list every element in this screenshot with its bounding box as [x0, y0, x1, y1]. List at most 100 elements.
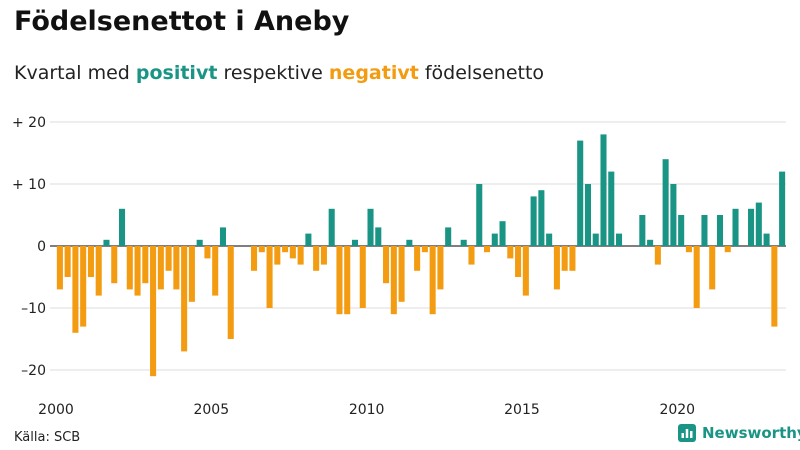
- bar-positive: [351, 239, 359, 246]
- y-tick-label: 0: [37, 239, 46, 255]
- bar-negative: [654, 246, 661, 265]
- bar-positive: [755, 202, 762, 246]
- bar-negative: [553, 246, 560, 290]
- bar-negative: [72, 246, 79, 333]
- y-tick-label: + 20: [12, 115, 46, 131]
- y-tick-label: + 10: [12, 177, 46, 193]
- subtitle-suffix: födelsenetto: [418, 62, 545, 84]
- source-note: Källa: SCB: [14, 430, 81, 445]
- bar-positive: [608, 171, 615, 246]
- bar-positive: [662, 159, 669, 246]
- chart-subtitle: Kvartal med positivt respektive negativt…: [14, 62, 544, 84]
- bar-negative: [297, 246, 304, 265]
- bar-negative: [289, 246, 296, 259]
- bar-negative: [87, 246, 94, 277]
- bar-negative: [569, 246, 576, 271]
- brand-logo[interactable]: Newsworthy: [678, 424, 800, 442]
- x-tick-label: 2015: [504, 402, 540, 418]
- bar-negative: [421, 246, 428, 253]
- bar-negative: [142, 246, 149, 284]
- bar-negative: [134, 246, 141, 296]
- bar-negative: [266, 246, 273, 308]
- bar-negative: [437, 246, 444, 290]
- bar-positive: [639, 215, 646, 246]
- bar-negative: [150, 246, 157, 377]
- bar-positive: [763, 233, 770, 246]
- bar-negative: [173, 246, 180, 290]
- bar-negative: [274, 246, 281, 265]
- bar-negative: [483, 246, 491, 253]
- subtitle-prefix: Kvartal med: [14, 62, 136, 84]
- bar-negative: [414, 246, 421, 271]
- brand-name: Newsworthy: [702, 424, 800, 442]
- bar-positive: [546, 233, 553, 246]
- bar-positive: [219, 227, 226, 246]
- bar-positive: [577, 140, 584, 246]
- bar-positive: [584, 184, 591, 246]
- bar-negative: [390, 246, 397, 315]
- bar-positive: [305, 233, 312, 246]
- newsworthy-logo-icon: [678, 424, 696, 442]
- bar-positive: [616, 233, 623, 246]
- bar-positive: [328, 208, 335, 246]
- bar-negative: [468, 246, 475, 265]
- bar-negative: [188, 246, 195, 302]
- bar-negative: [157, 246, 164, 290]
- bar-negative: [95, 246, 102, 296]
- bar-negative: [359, 246, 366, 308]
- bar-negative: [336, 246, 343, 315]
- x-tick-label: 2000: [38, 402, 74, 418]
- bar-negative: [522, 246, 529, 296]
- bar-negative: [515, 246, 522, 277]
- bar-negative: [80, 246, 87, 327]
- bar-series: [56, 134, 786, 377]
- bar-positive: [476, 184, 483, 246]
- bar-negative: [320, 246, 327, 265]
- bar-positive: [406, 239, 413, 246]
- bar-negative: [56, 246, 63, 290]
- subtitle-middle: respektive: [217, 62, 329, 84]
- bar-negative: [398, 246, 405, 302]
- subtitle-positive-label: positivt: [135, 62, 218, 84]
- bar-negative: [227, 246, 234, 339]
- bar-negative: [313, 246, 320, 271]
- bar-negative: [344, 246, 351, 315]
- bar-negative: [64, 246, 71, 277]
- bar-positive: [600, 134, 607, 246]
- x-tick-label: 2005: [193, 402, 229, 418]
- bar-positive: [538, 190, 545, 246]
- x-axis-tick-labels: 2000 2005 2010 2015 2020: [38, 402, 695, 418]
- bar-negative: [383, 246, 390, 284]
- bar-negative: [111, 246, 118, 284]
- bar-positive: [678, 215, 685, 246]
- bar-negative: [507, 246, 514, 259]
- bar-negative: [204, 246, 211, 259]
- bar-negative: [709, 246, 716, 290]
- bar-negative: [181, 246, 188, 352]
- bar-negative: [724, 246, 731, 253]
- bar-positive: [701, 215, 708, 246]
- bar-negative: [693, 246, 700, 308]
- bar-negative: [685, 246, 692, 253]
- x-tick-label: 2010: [349, 402, 385, 418]
- y-tick-label: –10: [21, 301, 46, 317]
- y-axis-tick-labels: + 20 + 10 0 –10 –20: [12, 115, 46, 379]
- bar-positive: [491, 233, 498, 246]
- bar-negative: [126, 246, 133, 290]
- bar-positive: [367, 208, 374, 246]
- bar-positive: [732, 208, 739, 246]
- bar-positive: [499, 221, 506, 246]
- y-tick-label: –20: [21, 363, 46, 379]
- bar-negative: [251, 246, 258, 271]
- bar-positive: [445, 227, 452, 246]
- subtitle-negative-label: negativt: [328, 62, 419, 84]
- bar-negative: [561, 246, 568, 271]
- bar-negative: [165, 246, 172, 271]
- bar-negative: [771, 246, 778, 327]
- bar-positive: [748, 208, 755, 246]
- bar-negative: [282, 246, 289, 253]
- bar-positive: [592, 233, 599, 246]
- bar-positive: [716, 215, 724, 246]
- bar-positive: [103, 239, 110, 246]
